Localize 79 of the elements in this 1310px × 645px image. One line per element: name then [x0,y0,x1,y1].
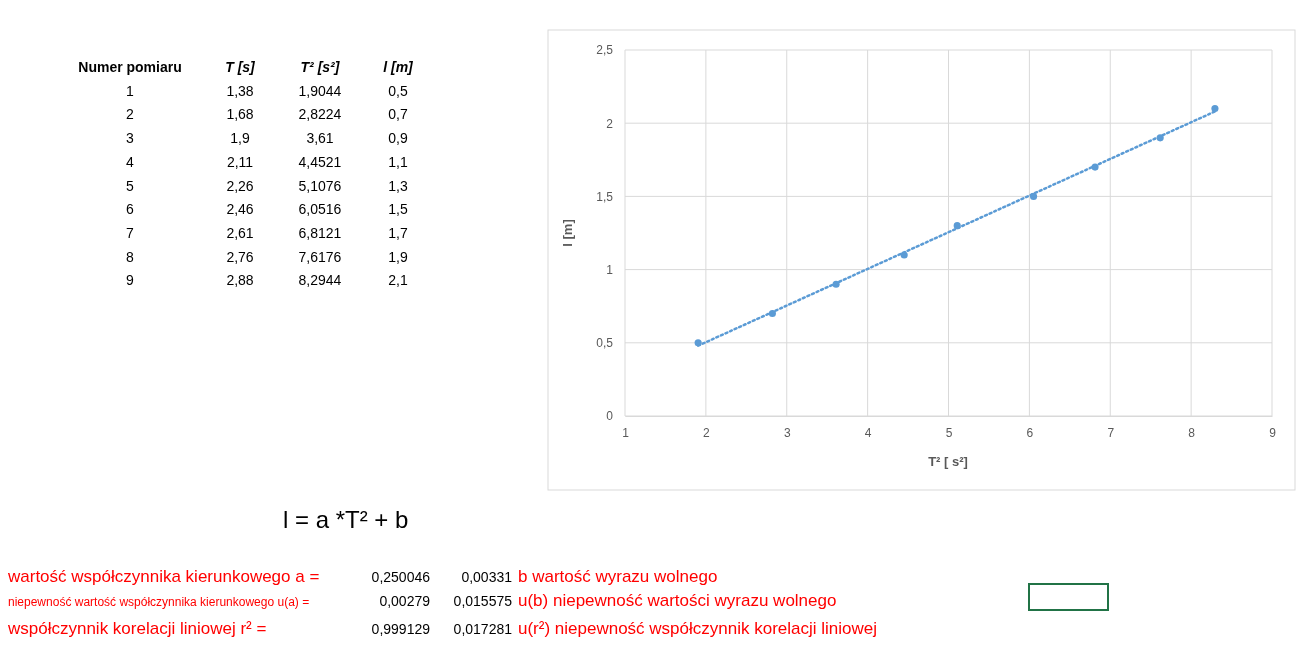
text: 2,26 [226,177,254,194]
point [1156,134,1164,142]
text: 1,5 [388,201,408,218]
text: 2,88 [226,272,254,289]
point [900,251,908,259]
text: 7,6176 [298,248,342,265]
text: 9 [126,272,135,289]
x-tick-label: 8 [1188,425,1196,440]
point [768,309,776,318]
point [1211,105,1219,113]
text: 2,1 [388,272,408,289]
text: l = a *T² + b [283,506,409,533]
text: 1,3 [388,177,408,194]
text: 3 [126,130,135,147]
text: u(b) niepewność wartości wyrazu wolnego [518,591,837,610]
y-axis-title: l [m] [560,219,575,247]
text: l [m] [383,59,415,75]
text: 0,015575 [453,593,513,609]
text: 8 [126,248,135,265]
text: 0,7 [388,106,408,123]
y-tick-label: 2 [606,116,614,131]
text: 0,250046 [371,569,431,585]
x-tick-label: 6 [1026,425,1034,440]
text: 8,2944 [298,272,342,289]
point [1029,192,1038,200]
text: Numer pomiaru [78,59,182,75]
text: wartość współczynnika kierunkowego a = [7,567,320,586]
text: 0,00331 [461,569,513,585]
text: 7 [126,224,135,241]
text: 2,76 [226,248,254,265]
text: 1,9 [388,248,408,265]
text: 1,1 [388,153,408,170]
text: 4 [126,153,135,170]
text: współczynnik korelacji liniowej r² = [7,619,267,638]
text: 0,017281 [453,621,513,637]
text: 6,8121 [298,224,342,241]
y-tick-label: 0,5 [596,336,614,351]
point [832,280,840,288]
text: 0,9 [388,130,408,147]
y-tick-label: 1,5 [596,189,614,204]
y-tick-label: 2,5 [596,43,614,58]
text: 1,38 [226,82,254,99]
text: 0,00279 [379,593,431,609]
text: 1 [126,82,135,99]
text: 4,4521 [298,153,342,170]
text: 0,5 [388,82,408,99]
text: 1,9044 [298,82,342,99]
x-tick-label: 9 [1269,425,1277,440]
y-tick-label: 1 [606,262,614,277]
text: 6 [126,201,135,218]
x-axis-title: T² [ s²] [928,454,968,469]
text: 1,7 [388,224,408,241]
text: 5 [126,177,135,194]
text: niepewność wartość współczynnika kierunkowego u(a) = [8,595,310,609]
x-tick-label: 1 [622,425,630,440]
point [1091,163,1099,171]
text: 2,46 [226,201,254,218]
x-tick-label: 5 [945,425,953,440]
text: 2 [126,106,135,123]
text: 2,11 [226,153,254,170]
text: 2,8224 [298,106,342,123]
text: T [s] [225,59,257,75]
point [953,222,961,230]
point [694,339,702,347]
text: 1,9 [230,130,250,147]
text: 3,61 [306,130,334,147]
text: 5,1076 [298,177,342,194]
text: 0,999129 [371,621,431,637]
text: T² [s²] [300,59,341,75]
text: b wartość wyrazu wolnego [518,567,718,586]
text: 1,68 [226,106,254,123]
text: u(r²) niepewność współczynnik korelacji liniowej [518,619,878,638]
y-tick-label: 0 [606,409,614,424]
text: 2,61 [226,224,254,241]
x-tick-label: 4 [864,425,872,440]
x-tick-label: 7 [1107,425,1115,440]
x-tick-label: 3 [783,425,791,440]
text: 6,0516 [298,201,342,218]
x-tick-label: 2 [703,425,711,440]
